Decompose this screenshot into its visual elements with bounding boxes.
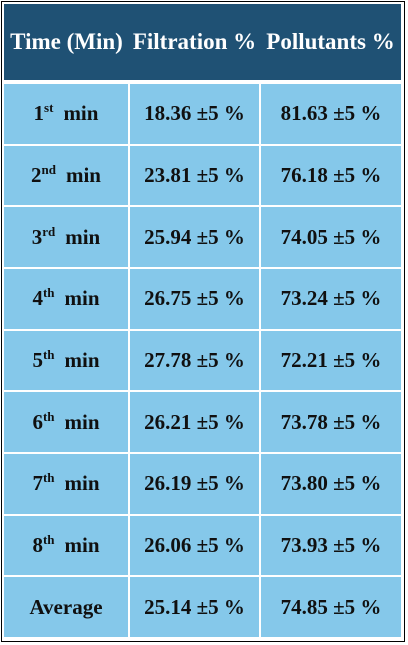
minute-unit: min bbox=[64, 347, 100, 372]
time-cell: 8th min bbox=[4, 513, 130, 578]
pollutants-cell: 81.63 ±5 % bbox=[259, 80, 401, 146]
minute-number: 2 bbox=[31, 163, 42, 187]
minute-number: 7 bbox=[32, 471, 43, 496]
average-filtration: 25.14 ±5 % bbox=[128, 575, 261, 637]
filtration-results-table: Time (Min) Filtration % Pollutants % 1st… bbox=[4, 4, 401, 637]
pollutants-cell: 72.21 ±5 % bbox=[259, 328, 401, 393]
time-cell: 6th min bbox=[4, 390, 130, 454]
time-cell: 7th min bbox=[4, 451, 130, 516]
ordinal-suffix: th bbox=[42, 346, 55, 362]
ordinal-suffix: th bbox=[42, 285, 55, 301]
header-row: Time (Min) Filtration % Pollutants % bbox=[4, 4, 401, 82]
time-cell: 5th min bbox=[4, 328, 130, 393]
pollutants-cell: 73.78 ±5 % bbox=[259, 390, 401, 454]
time-cell: 3rd min bbox=[4, 205, 130, 269]
average-row: Average 25.14 ±5 % 74.85 ±5 % bbox=[4, 575, 401, 637]
pollutants-cell: 74.05 ±5 % bbox=[259, 205, 401, 269]
time-cell: 1st min bbox=[4, 80, 130, 146]
table-row: 1st min 18.36 ±5 % 81.63 ±5 % bbox=[4, 80, 401, 146]
minute-number: 5 bbox=[32, 347, 43, 372]
minute-unit: min bbox=[64, 409, 100, 434]
filtration-cell: 26.19 ±5 % bbox=[128, 451, 261, 516]
average-pollutants: 74.85 ±5 % bbox=[259, 575, 401, 637]
minute-number: 4 bbox=[32, 286, 43, 311]
table-row: 2nd min 23.81 ±5 % 76.18 ±5 % bbox=[4, 143, 401, 208]
minute-unit: min bbox=[63, 101, 99, 126]
ordinal-suffix: nd bbox=[41, 162, 56, 177]
filtration-cell: 26.75 ±5 % bbox=[128, 266, 261, 331]
time-cell: 2nd min bbox=[4, 143, 130, 208]
table-row: 5th min 27.78 ±5 % 72.21 ±5 % bbox=[4, 328, 401, 393]
time-cell: 4th min bbox=[4, 266, 130, 331]
ordinal-suffix: th bbox=[42, 408, 55, 424]
table-row: 3rd min 25.94 ±5 % 74.05 ±5 % bbox=[4, 205, 401, 269]
average-label: Average bbox=[4, 575, 130, 637]
header-filtration: Filtration % bbox=[129, 4, 260, 82]
minute-number: 6 bbox=[32, 409, 43, 434]
ordinal-suffix: th bbox=[42, 531, 55, 547]
table-row: 6th min 26.21 ±5 % 73.78 ±5 % bbox=[4, 390, 401, 454]
minute-number: 3 bbox=[31, 224, 43, 249]
minute-number: 1 bbox=[33, 101, 45, 126]
header-pollutants: Pollutants % bbox=[260, 4, 401, 82]
pollutants-cell: 76.18 ±5 % bbox=[259, 143, 401, 208]
minute-unit: min bbox=[64, 532, 100, 557]
minute-number: 8 bbox=[32, 532, 43, 557]
minute-unit: min bbox=[64, 286, 100, 311]
filtration-cell: 18.36 ±5 % bbox=[128, 80, 261, 146]
ordinal-suffix: rd bbox=[42, 223, 56, 239]
header-time: Time (Min) bbox=[4, 4, 129, 82]
ordinal-suffix: st bbox=[44, 100, 54, 116]
filtration-cell: 26.21 ±5 % bbox=[128, 390, 261, 454]
pollutants-cell: 73.24 ±5 % bbox=[259, 266, 401, 331]
pollutants-cell: 73.93 ±5 % bbox=[259, 513, 401, 578]
pollutants-cell: 73.80 ±5 % bbox=[259, 451, 401, 516]
minute-unit: min bbox=[64, 471, 100, 496]
minute-unit: min bbox=[65, 163, 101, 187]
minute-unit: min bbox=[65, 224, 101, 249]
table-row: 8th min 26.06 ±5 % 73.93 ±5 % bbox=[4, 513, 401, 578]
filtration-cell: 23.81 ±5 % bbox=[128, 143, 261, 208]
filtration-cell: 25.94 ±5 % bbox=[128, 205, 261, 269]
table-row: 7th min 26.19 ±5 % 73.80 ±5 % bbox=[4, 451, 401, 516]
ordinal-suffix: th bbox=[42, 470, 55, 486]
table-row: 4th min 26.75 ±5 % 73.24 ±5 % bbox=[4, 266, 401, 331]
filtration-cell: 26.06 ±5 % bbox=[128, 513, 261, 578]
filtration-cell: 27.78 ±5 % bbox=[128, 328, 261, 393]
